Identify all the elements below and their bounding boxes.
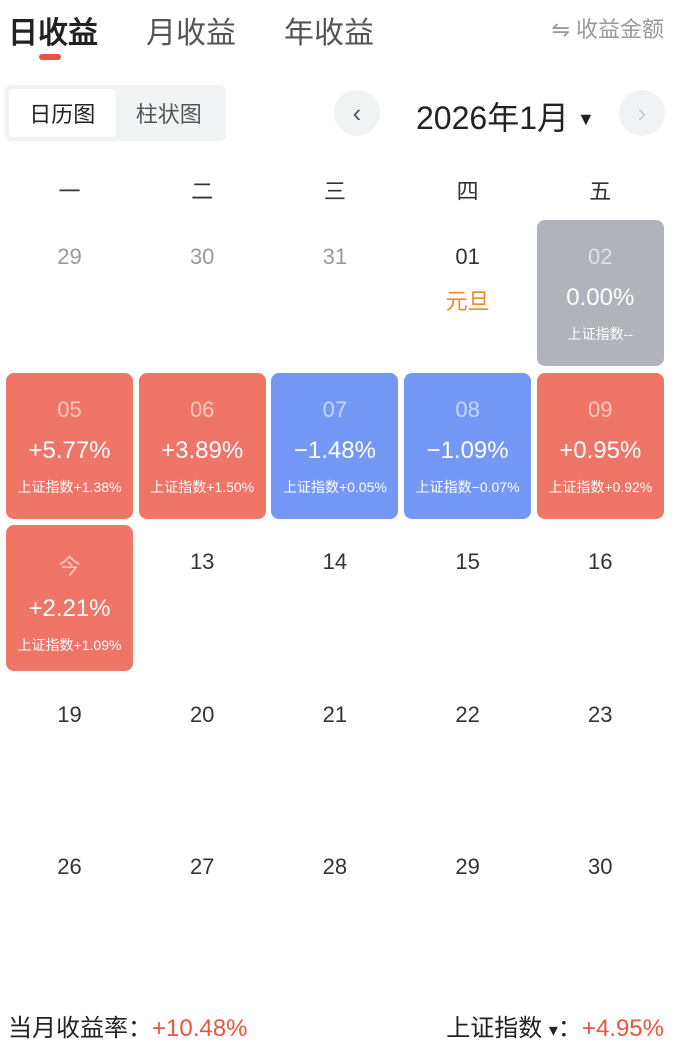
calendar-day[interactable]: 23 xyxy=(537,678,664,824)
day-number: 31 xyxy=(322,244,348,269)
calendar-day[interactable]: 20 xyxy=(139,678,266,824)
calendar-day[interactable]: 05 +5.77% 上证指数+1.38% xyxy=(6,372,133,519)
month-label: 2026年1月 xyxy=(416,100,569,136)
calendar-day[interactable]: 27 xyxy=(139,830,266,976)
period-tabs: 日收益 月收益 年收益 xyxy=(8,8,374,60)
switch-amount-button[interactable]: ⇋ 收益金额 xyxy=(551,17,664,42)
caret-down-icon: ▾ xyxy=(548,1020,558,1040)
day-number: 28 xyxy=(322,854,348,879)
calendar-day[interactable]: 14 xyxy=(271,525,398,671)
calendar-day[interactable]: 07 −1.48% 上证指数+0.05% xyxy=(271,372,399,519)
calendar-day[interactable]: 15 xyxy=(404,525,531,671)
day-number: 30 xyxy=(588,854,613,879)
calendar-day[interactable]: 01 元旦 xyxy=(404,220,531,366)
day-number: 23 xyxy=(588,701,613,727)
calendar-day[interactable]: 06 +3.89% 上证指数+1.50% xyxy=(138,372,266,519)
index-change: 上证指数-- xyxy=(567,326,633,342)
day-number: 05 xyxy=(57,396,82,422)
day-number: 13 xyxy=(189,549,215,574)
weekday-label: 四 xyxy=(456,179,479,204)
day-number: 29 xyxy=(57,244,82,269)
index-change: 上证指数+0.05% xyxy=(282,478,387,495)
calendar-day[interactable]: 今 +2.21% 上证指数+1.09% xyxy=(6,525,133,671)
holiday-label: 元旦 xyxy=(445,289,490,314)
day-return: +5.77% xyxy=(28,436,111,464)
calendar-day[interactable]: 13 xyxy=(139,525,266,671)
view-toggle: 日历图 柱状图 xyxy=(5,85,226,141)
month-rate: 当月收益率：+10.48% xyxy=(8,1008,247,1043)
calendar-day[interactable]: 30 xyxy=(537,830,664,976)
day-return: +0.95% xyxy=(559,436,642,464)
month-rate-value: +10.48% xyxy=(152,1015,248,1042)
day-number: 07 xyxy=(322,396,348,422)
month-selector[interactable]: 2026年1月 ▼ xyxy=(416,93,595,139)
day-return: +2.21% xyxy=(28,595,111,622)
calendar-day[interactable]: 30 xyxy=(139,220,266,366)
calendar-day[interactable]: 09 +0.95% 上证指数+0.92% xyxy=(536,372,664,519)
day-return: −1.09% xyxy=(426,436,509,464)
calendar-day[interactable]: 26 xyxy=(6,830,133,976)
day-number: 30 xyxy=(189,244,215,269)
day-number: 06 xyxy=(189,396,215,422)
calendar-day[interactable]: 29 xyxy=(6,220,133,366)
calendar-day[interactable]: 08 −1.09% 上证指数−0.07% xyxy=(404,372,532,519)
index-label: 上证指数 xyxy=(446,1015,543,1042)
day-number: 09 xyxy=(588,396,613,422)
tab-yearly[interactable]: 年收益 xyxy=(284,17,374,50)
tab-monthly[interactable]: 月收益 xyxy=(146,17,236,50)
day-return: +3.89% xyxy=(161,436,244,464)
calendar-day[interactable]: 28 xyxy=(271,830,398,976)
caret-down-icon: ▼ xyxy=(577,109,595,129)
day-number: 20 xyxy=(189,701,215,727)
day-number: 26 xyxy=(57,854,82,879)
day-number: 15 xyxy=(455,549,480,574)
month-rate-label: 当月收益率： xyxy=(8,1015,152,1042)
tab-daily[interactable]: 日收益 xyxy=(8,8,98,60)
day-number: 19 xyxy=(57,701,82,727)
day-return: −1.48% xyxy=(293,436,376,464)
day-number: 01 xyxy=(455,244,480,269)
weekday-label: 三 xyxy=(323,179,346,204)
calendar-day[interactable]: 21 xyxy=(271,678,398,824)
calendar-day[interactable]: 16 xyxy=(537,525,664,671)
weekday-label: 五 xyxy=(589,179,612,204)
bar-view-button[interactable]: 柱状图 xyxy=(135,102,202,127)
day-number: 27 xyxy=(189,854,215,879)
day-return: 0.00% xyxy=(566,284,635,311)
day-number: 22 xyxy=(455,701,480,727)
index-change: 上证指数−0.07% xyxy=(415,478,520,495)
index-compare: 上证指数 ▾：+4.95% xyxy=(446,1008,664,1043)
index-separator: ： xyxy=(557,1015,582,1042)
chevron-left-icon: ‹ xyxy=(352,97,362,128)
index-change: 上证指数+1.09% xyxy=(17,637,122,653)
day-number: 02 xyxy=(588,244,613,269)
calendar-day[interactable]: 29 xyxy=(404,830,531,976)
chevron-right-icon: › xyxy=(637,97,647,128)
index-change: 上证指数+1.38% xyxy=(17,478,122,495)
calendar-day[interactable]: 31 xyxy=(271,220,398,366)
weekday-label: 一 xyxy=(58,179,81,204)
day-number: 16 xyxy=(588,549,613,574)
day-number: 今 xyxy=(58,554,81,579)
day-number: 08 xyxy=(455,396,480,422)
calendar-day[interactable]: 02 0.00% 上证指数-- xyxy=(536,220,664,366)
calendar-view-button[interactable]: 日历图 xyxy=(9,89,116,137)
day-number: 14 xyxy=(322,549,348,574)
index-selector[interactable]: 上证指数 ▾ xyxy=(446,1015,558,1042)
day-number: 21 xyxy=(322,701,348,727)
index-change: 上证指数+0.92% xyxy=(548,478,653,495)
next-month-button[interactable]: › xyxy=(619,90,665,136)
calendar-day[interactable]: 19 xyxy=(6,678,133,824)
prev-month-button[interactable]: ‹ xyxy=(334,90,380,136)
index-value: +4.95% xyxy=(581,1015,664,1042)
weekday-label: 二 xyxy=(191,179,214,204)
index-change: 上证指数+1.50% xyxy=(150,478,255,495)
calendar-day[interactable]: 22 xyxy=(404,678,531,824)
day-number: 29 xyxy=(455,854,480,879)
